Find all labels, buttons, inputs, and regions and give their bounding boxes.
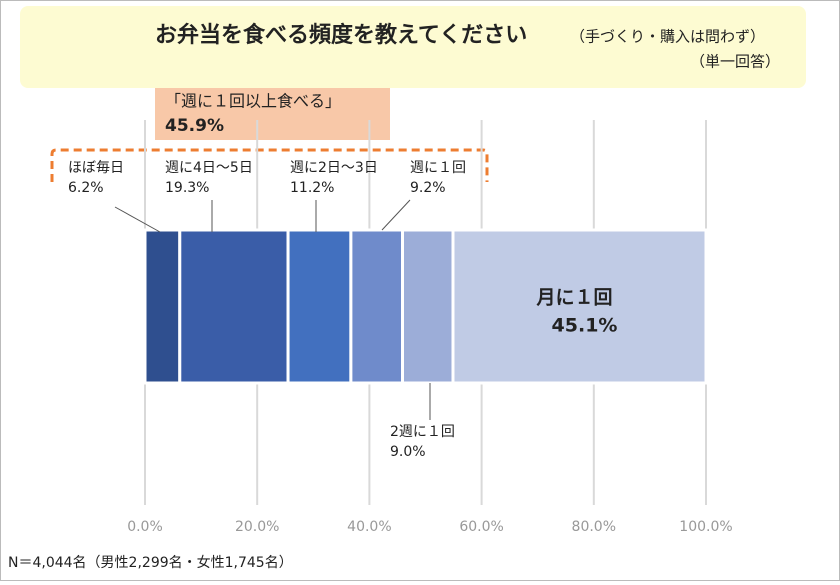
bar-segment	[286, 228, 353, 385]
annotation-text: 「週に１回以上食べる」	[165, 92, 341, 111]
note: （単一回答）	[690, 53, 780, 71]
leader-line	[381, 199, 411, 231]
value-label: 9.0%	[390, 444, 426, 460]
value-label: 11.2%	[290, 180, 334, 196]
footnote: N＝4,044名（男性2,299名・女性1,745名）	[8, 554, 293, 571]
series-label: 週に2日～3日	[290, 160, 378, 176]
bar-segment	[400, 228, 455, 385]
value-label: 19.3%	[165, 180, 209, 196]
series-label: 週に4日～5日	[165, 160, 253, 176]
value-label: 45.1%	[552, 315, 618, 337]
leader-line	[114, 206, 161, 233]
bracket	[50, 148, 489, 182]
x-tick-label: 20.0%	[235, 519, 279, 535]
bar-segment	[451, 228, 708, 385]
value-label: 6.2%	[68, 180, 104, 196]
annotation-value: 45.9%	[165, 116, 224, 136]
bar-segment	[143, 228, 182, 385]
bar-segment	[349, 228, 404, 385]
subtitle: （手づくり・購入は問わず）	[570, 28, 765, 46]
x-tick-label: 0.0%	[127, 519, 163, 535]
title-banner	[20, 6, 806, 88]
x-tick-label: 80.0%	[572, 519, 616, 535]
value-label: 9.2%	[410, 180, 446, 196]
series-label: 2週に１回	[390, 424, 455, 440]
annotation-box	[155, 88, 390, 140]
bar-segment	[178, 228, 290, 385]
chart-title: お弁当を食べる頻度を教えてください	[155, 22, 527, 48]
series-label: 月に１回	[535, 287, 612, 309]
x-tick-label: 40.0%	[347, 519, 391, 535]
x-tick-label: 60.0%	[459, 519, 503, 535]
series-label: ほぼ毎日	[68, 160, 124, 176]
x-tick-label: 100.0%	[679, 519, 732, 535]
series-label: 週に１回	[410, 160, 466, 176]
